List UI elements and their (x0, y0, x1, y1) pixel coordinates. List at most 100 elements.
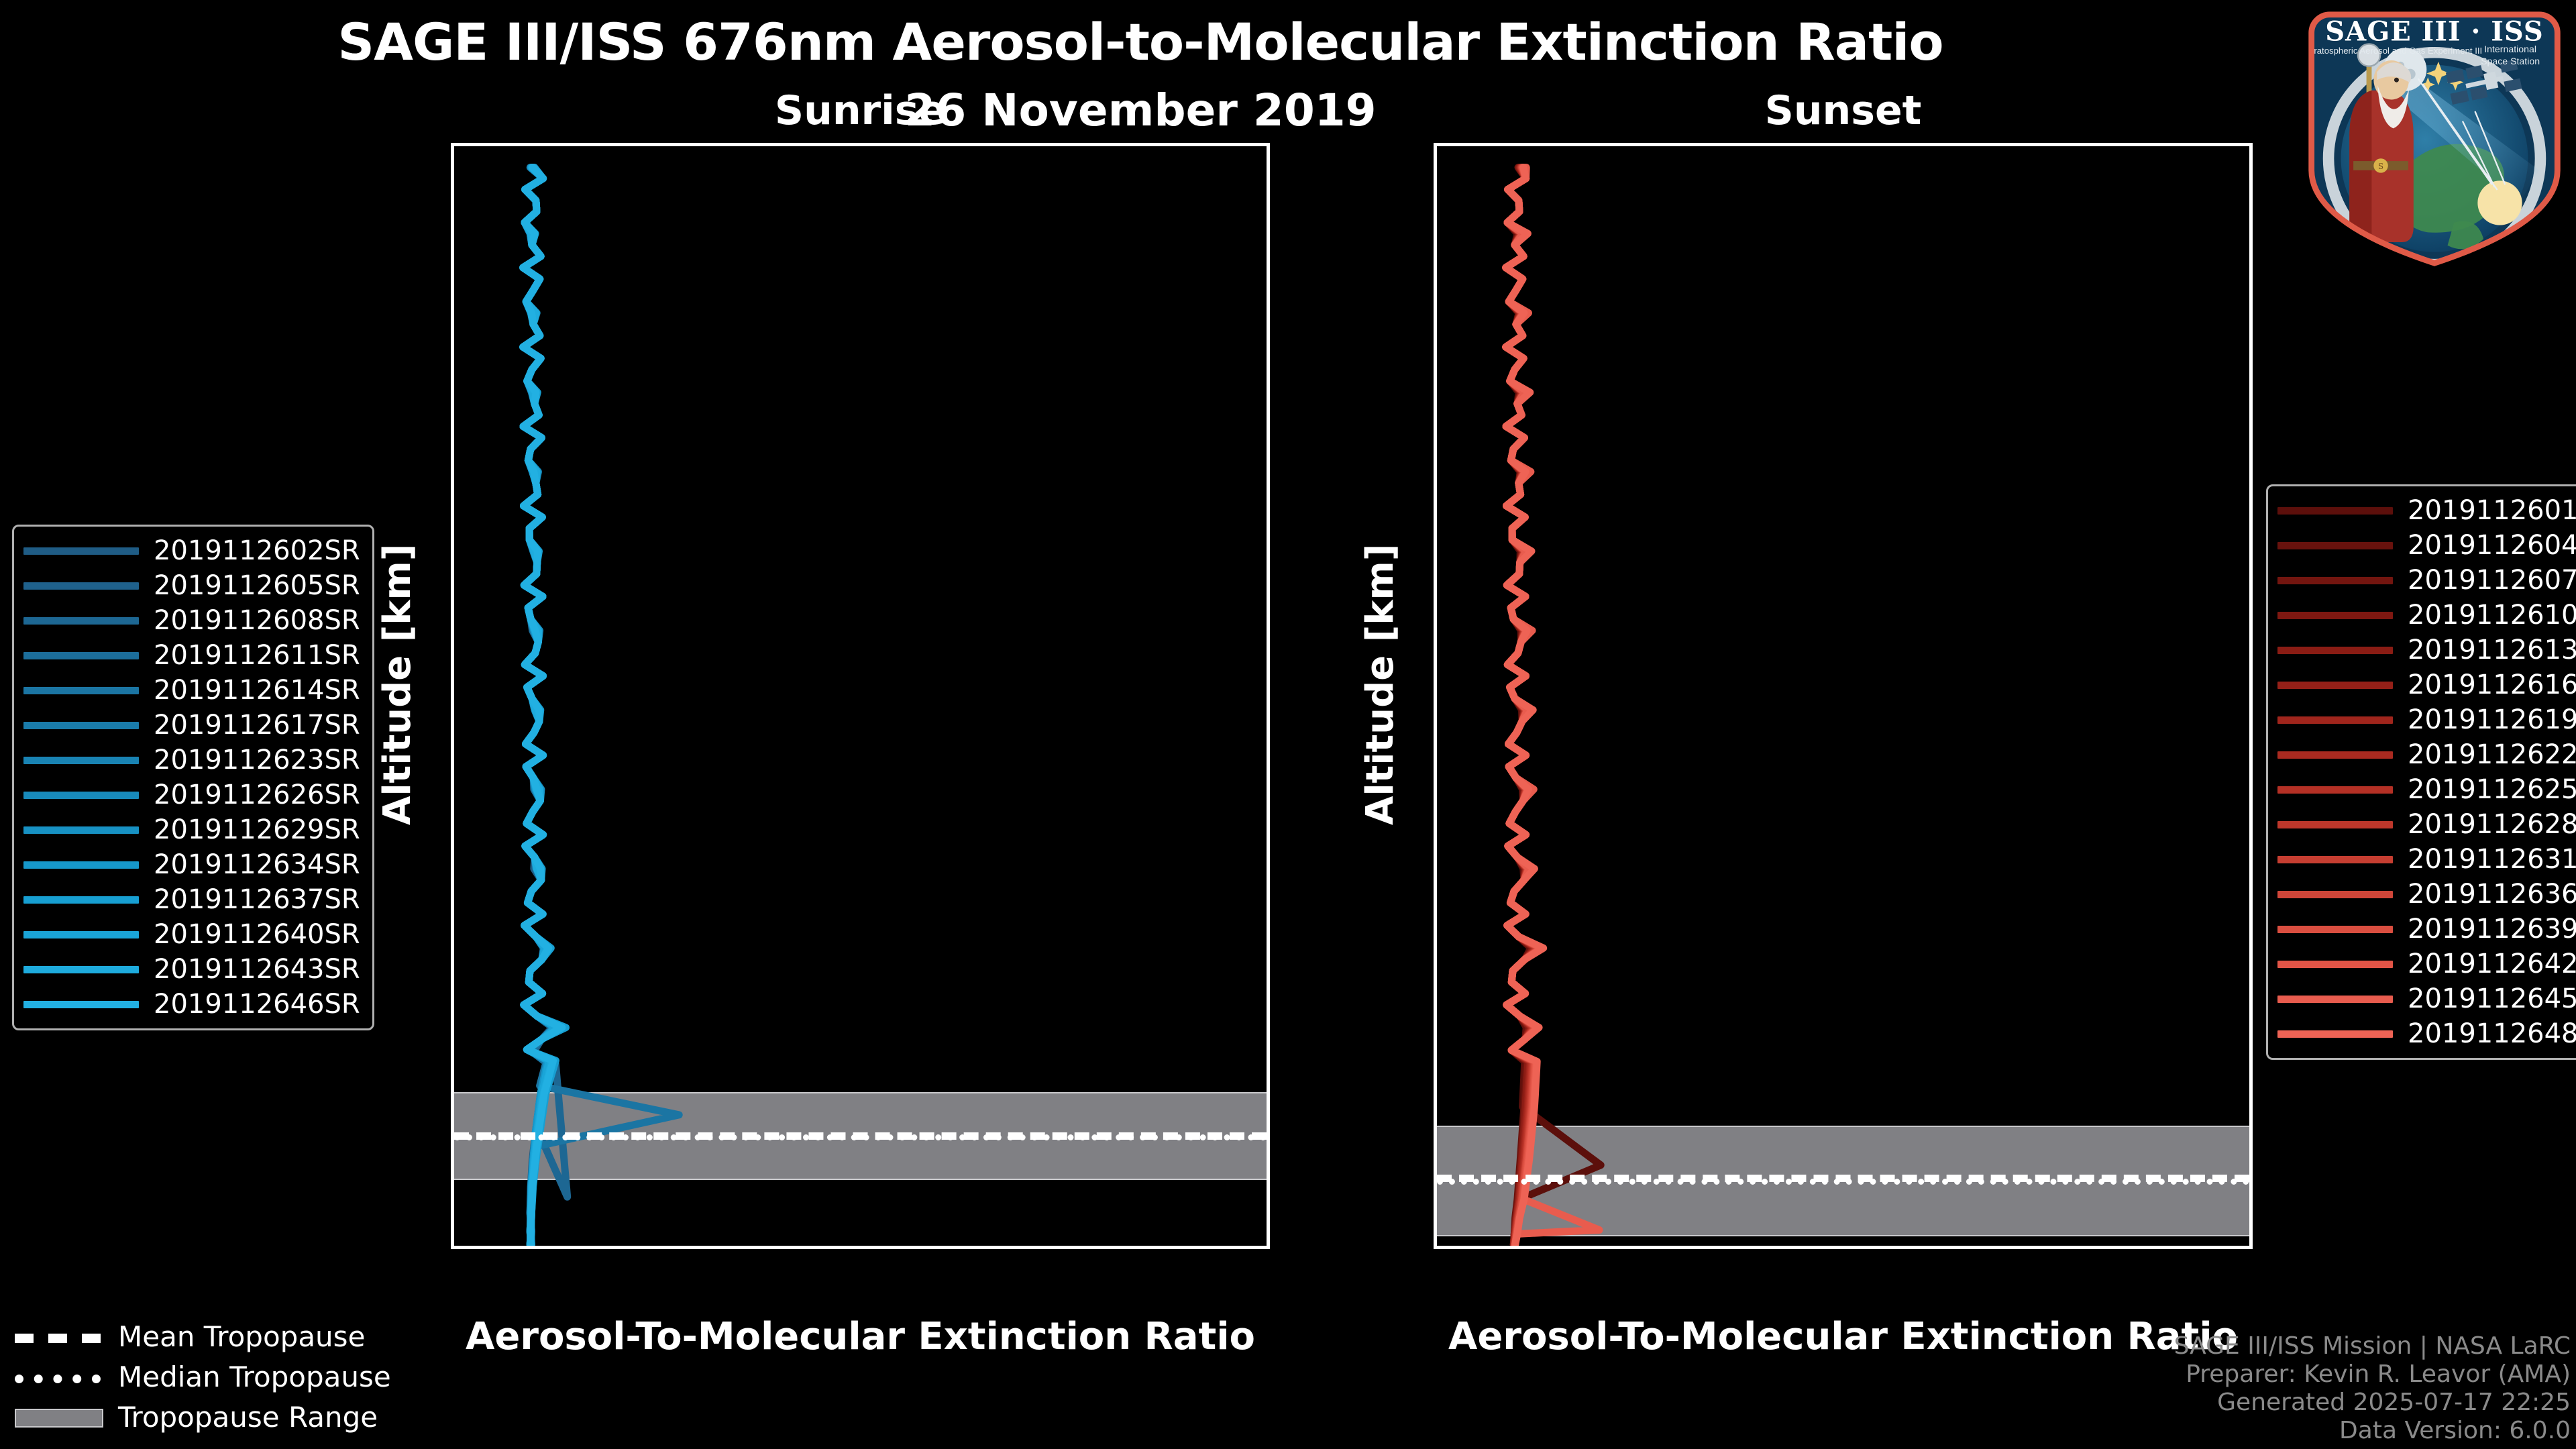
legend-color-swatch (23, 896, 139, 904)
tropopause-legend-item: Median Tropopause (15, 1356, 391, 1397)
legend-item-sunset[interactable]: 2019112648SS (2277, 1016, 2576, 1051)
data-curve (1502, 164, 1548, 1246)
legend-item-label: 2019112622SS (2408, 739, 2576, 770)
legend-color-swatch (23, 861, 139, 869)
legend-item-sunset[interactable]: 2019112607SS (2277, 563, 2576, 598)
tropopause-legend-label: Tropopause Range (118, 1400, 378, 1434)
legend-item-sunset[interactable]: 2019112616SS (2277, 667, 2576, 702)
x-tick-mark (1958, 1246, 1962, 1249)
sage-iii-iss-logo: S BALL · NASA LANGLEY RESEARCH CENTER · … (2304, 7, 2565, 268)
legend-item-label: 2019112637SR (154, 884, 360, 915)
credits-block: SAGE III/ISS Mission | NASA LaRC Preparer… (2174, 1332, 2571, 1445)
legend-color-swatch (23, 965, 139, 973)
legend-item-label: 2019112636SS (2408, 879, 2576, 910)
y-tick-mark (451, 814, 454, 818)
legend-item-sunset[interactable]: 2019112619SS (2277, 702, 2576, 737)
legend-item-sunset[interactable]: 2019112610SS (2277, 598, 2576, 633)
legend-color-swatch (23, 721, 139, 729)
credit-line: Preparer: Kevin R. Leavor (AMA) (2186, 1360, 2571, 1388)
data-curves (519, 164, 683, 1246)
tropopause-legend-item: Tropopause Range (15, 1397, 391, 1437)
legend-color-swatch (2277, 681, 2393, 689)
legend-item-sunrise[interactable]: 2019112634SR (23, 847, 360, 882)
legend-color-swatch (2277, 820, 2393, 828)
median-tropopause-line (454, 1134, 1267, 1141)
legend-item-sunrise[interactable]: 2019112643SR (23, 952, 360, 987)
legend-item-sunset[interactable]: 2019112631SS (2277, 842, 2576, 877)
legend-item-label: 2019112619SS (2408, 704, 2576, 735)
plot-area-sunset (1437, 146, 2249, 1246)
legend-item-label: 2019112640SR (154, 919, 360, 950)
legend-sunrise: 2019112602SR 2019112605SR 2019112608SR 2019… (12, 525, 374, 1030)
y-tick-mark (451, 285, 454, 288)
y-tick-mark (1434, 1212, 1437, 1215)
legend-item-sunset[interactable]: 2019112628SS (2277, 807, 2576, 842)
legend-item-sunrise[interactable]: 2019112602SR (23, 533, 360, 568)
legend-item-sunrise[interactable]: 2019112617SR (23, 708, 360, 743)
legend-item-label: 2019112639SS (2408, 914, 2576, 945)
y-tick-mark (451, 947, 454, 950)
legend-color-swatch (23, 826, 139, 834)
legend-item-label: 2019112626SR (154, 780, 360, 810)
legend-item-sunrise[interactable]: 2019112608SR (23, 603, 360, 638)
y-axis-label-sunrise: Altitude [km] (376, 543, 419, 825)
legend-item-sunrise[interactable]: 2019112623SR (23, 743, 360, 777)
legend-item-sunset[interactable]: 2019112642SS (2277, 947, 2576, 981)
median-tropopause-line (1437, 1178, 2249, 1185)
legend-item-sunset[interactable]: 2019112625SS (2277, 772, 2576, 807)
legend-item-sunrise[interactable]: 2019112614SR (23, 673, 360, 708)
legend-color-swatch (2277, 506, 2393, 515)
legend-item-sunset[interactable]: 2019112604SS (2277, 528, 2576, 563)
legend-item-sunrise[interactable]: 2019112637SR (23, 882, 360, 917)
legend-color-swatch (2277, 855, 2393, 863)
legend-item-sunset[interactable]: 2019112601SS (2277, 493, 2576, 528)
tropopause-legend-label: Mean Tropopause (118, 1320, 366, 1353)
logo-subtitle-left: Stratospheric Aerosol and Gas Experiment… (2306, 46, 2482, 56)
y-tick-mark (1434, 153, 1437, 156)
line-swatch (15, 1375, 101, 1383)
legend-item-label: 2019112614SR (154, 675, 360, 706)
svg-text:S: S (2378, 162, 2383, 171)
legend-item-sunrise[interactable]: 2019112640SR (23, 917, 360, 952)
legend-color-swatch (2277, 716, 2393, 724)
legend-item-sunset[interactable]: 2019112645SS (2277, 981, 2576, 1016)
x-tick-mark (678, 1246, 681, 1249)
legend-color-swatch (2277, 541, 2393, 549)
y-tick-mark (451, 417, 454, 421)
legend-color-swatch (2277, 1030, 2393, 1038)
legend-sunset: 2019112601SS 2019112604SS 2019112607SS 2019… (2266, 484, 2576, 1060)
legend-color-swatch (23, 930, 139, 938)
mean-tropopause-line (1437, 1174, 2249, 1182)
plot-sunset: 101520253035404550020406080100 (1434, 143, 2253, 1249)
tropopause-legend-marker (15, 1328, 101, 1344)
legend-item-label: 2019112625SS (2408, 774, 2576, 805)
legend-item-sunrise[interactable]: 2019112629SR (23, 812, 360, 847)
legend-item-label: 2019112602SR (154, 535, 360, 566)
legend-item-sunrise[interactable]: 2019112605SR (23, 568, 360, 603)
legend-item-sunset[interactable]: 2019112622SS (2277, 737, 2576, 772)
credit-line: SAGE III/ISS Mission | NASA LaRC (2174, 1332, 2571, 1360)
y-tick-mark (1434, 285, 1437, 288)
legend-item-sunrise[interactable]: 2019112626SR (23, 777, 360, 812)
y-tick-mark (1434, 682, 1437, 686)
legend-color-swatch (23, 791, 139, 799)
legend-item-sunset[interactable]: 2019112613SS (2277, 633, 2576, 667)
tropopause-legend-label: Median Tropopause (118, 1360, 391, 1393)
line-swatch (15, 1334, 101, 1343)
legend-item-sunrise[interactable]: 2019112611SR (23, 638, 360, 673)
legend-item-label: 2019112607SS (2408, 565, 2576, 596)
y-axis-label-sunset: Altitude [km] (1358, 543, 1402, 825)
plot-sunrise: 101520253035404550020406080100 (451, 143, 1270, 1249)
legend-item-label: 2019112631SS (2408, 844, 2576, 875)
legend-color-swatch (23, 1000, 139, 1008)
x-tick-mark (1124, 1246, 1128, 1249)
legend-item-label: 2019112645SS (2408, 983, 2576, 1014)
legend-color-swatch (2277, 995, 2393, 1003)
logo-subtitle-right-2: Space Station (2481, 56, 2540, 66)
y-tick-mark (1434, 814, 1437, 818)
legend-item-sunrise[interactable]: 2019112646SR (23, 987, 360, 1022)
legend-item-sunset[interactable]: 2019112639SS (2277, 912, 2576, 947)
legend-item-sunset[interactable]: 2019112636SS (2277, 877, 2576, 912)
page-subtitle: 26 November 2019 (904, 85, 1377, 136)
credit-line: Data Version: 6.0.0 (2339, 1416, 2571, 1444)
